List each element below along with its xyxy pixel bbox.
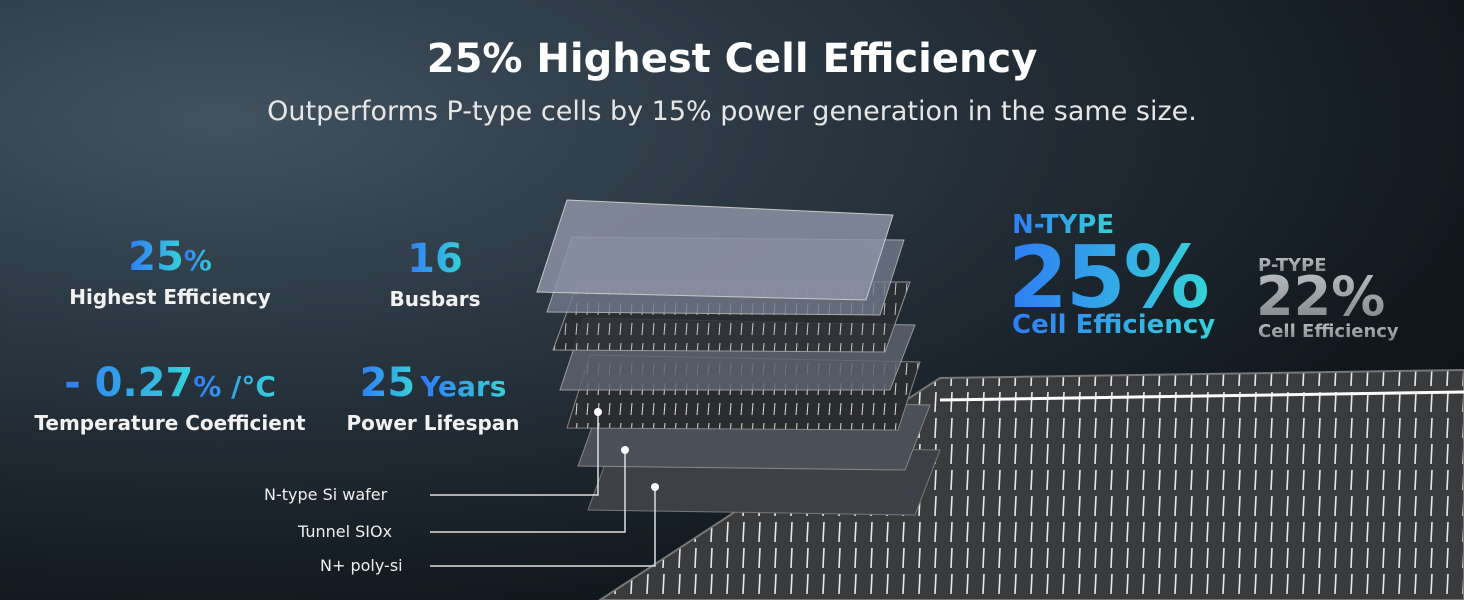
- value: - 0.27: [64, 360, 194, 406]
- unit: Years: [420, 370, 507, 403]
- layer-label: Tunnel SIOx: [298, 522, 393, 541]
- title: 25% Highest Cell Efficiency: [426, 36, 1038, 82]
- value: 16: [407, 236, 463, 282]
- p-type-value: 22%: [1256, 265, 1386, 328]
- n-type-value: 25%: [1008, 228, 1210, 328]
- stat-label: Busbars: [389, 287, 481, 311]
- callout-dot: [651, 483, 659, 491]
- stat-label: Highest Efficiency: [69, 285, 271, 309]
- stat-label: Temperature Coefficient: [34, 411, 306, 435]
- subtitle: Outperforms P-type cells by 15% power ge…: [267, 96, 1197, 127]
- panel-edge: [939, 390, 1464, 402]
- layer-label: N+ poly-si: [320, 556, 403, 575]
- n-type-caption: Cell Efficiency: [1012, 310, 1216, 340]
- stat-value: 25%: [128, 234, 212, 280]
- stat-value: 25 Years: [360, 360, 507, 406]
- callout-dot: [621, 446, 629, 454]
- n-type-label: N-TYPE: [1012, 210, 1115, 240]
- value: 25: [359, 360, 416, 406]
- unit: % /°C: [193, 370, 276, 403]
- p-type-caption: Cell Efficiency: [1258, 321, 1399, 342]
- layer: [536, 199, 894, 301]
- unit: %: [183, 244, 212, 277]
- p-type-label: P-TYPE: [1258, 255, 1327, 276]
- stat-label: Power Lifespan: [346, 411, 520, 435]
- callout-lines: [430, 412, 656, 567]
- value: 25: [128, 234, 184, 280]
- callout-dot: [594, 408, 602, 416]
- layer-label: N-type Si wafer: [264, 485, 388, 504]
- stat-value: - 0.27% /°C: [64, 360, 276, 406]
- stat-value: 16: [407, 236, 463, 282]
